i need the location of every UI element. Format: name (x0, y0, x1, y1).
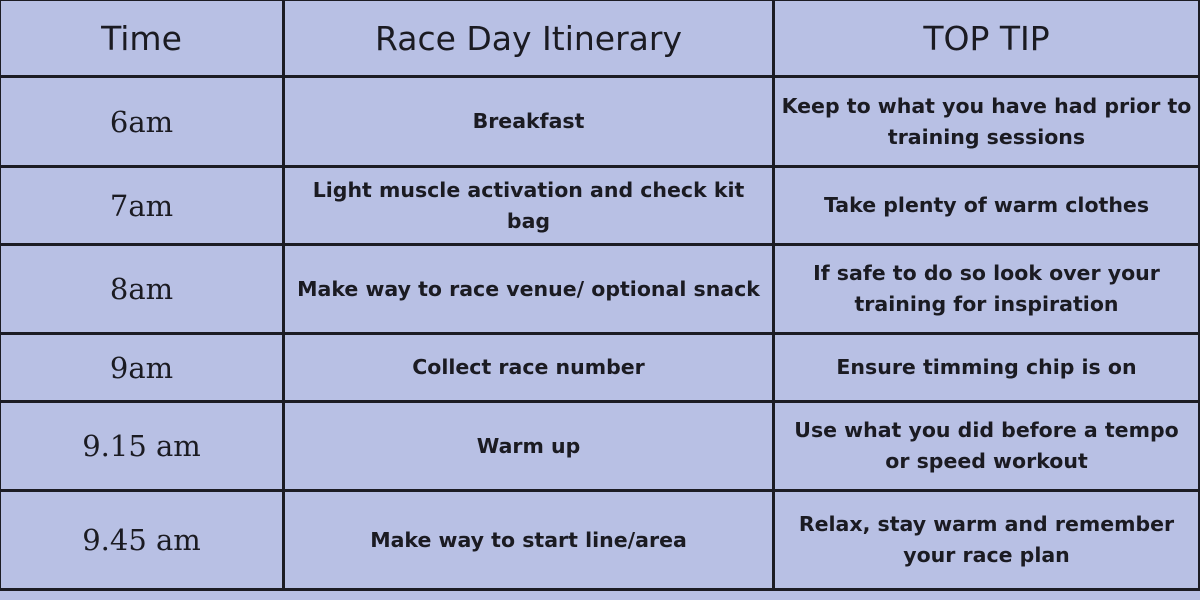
activity-cell: Make way to start line/area (282, 489, 775, 591)
activity-cell: Light muscle activation and check kit ba… (282, 165, 775, 246)
activity-cell: Warm up (282, 400, 775, 492)
table-row: 8am Make way to race venue/ optional sna… (0, 243, 1200, 335)
time-cell: 9.15 am (0, 400, 285, 492)
time-cell: 9am (0, 332, 285, 403)
activity-cell: Breakfast (282, 75, 775, 168)
table-row: 9.15 am Warm up Use what you did before … (0, 400, 1200, 492)
activity-cell: Make way to race venue/ optional snack (282, 243, 775, 335)
time-header: Time (0, 0, 285, 78)
top-tip-header: TOP TIP (772, 0, 1200, 78)
table-row: 9am Collect race number Ensure timming c… (0, 332, 1200, 403)
tip-cell: Relax, stay warm and remember your race … (772, 489, 1200, 591)
tip-cell: Take plenty of warm clothes (772, 165, 1200, 246)
tip-cell: Use what you did before a tempo or speed… (772, 400, 1200, 492)
tip-cell: If safe to do so look over your training… (772, 243, 1200, 335)
tip-cell: Keep to what you have had prior to train… (772, 75, 1200, 168)
time-cell: 7am (0, 165, 285, 246)
table-row: 9.45 am Make way to start line/area Rela… (0, 489, 1200, 591)
time-cell: 9.45 am (0, 489, 285, 591)
header-row: Time Race Day Itinerary TOP TIP (0, 0, 1200, 78)
table-row: 7am Light muscle activation and check ki… (0, 165, 1200, 246)
time-cell: 8am (0, 243, 285, 335)
time-cell: 6am (0, 75, 285, 168)
activity-cell: Collect race number (282, 332, 775, 403)
itinerary-header: Race Day Itinerary (282, 0, 775, 78)
table-row: 6am Breakfast Keep to what you have had … (0, 75, 1200, 168)
tip-cell: Ensure timming chip is on (772, 332, 1200, 403)
